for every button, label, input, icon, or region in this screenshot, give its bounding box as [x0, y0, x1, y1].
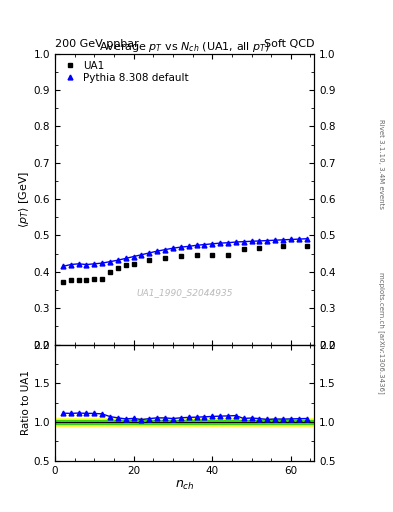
UA1 [108, 269, 112, 275]
UA1 [68, 277, 73, 283]
Pythia 8.308 default [108, 259, 112, 265]
Pythia 8.308 default [155, 248, 160, 254]
Text: Soft QCD: Soft QCD [264, 38, 314, 49]
Pythia 8.308 default [92, 261, 97, 267]
UA1 [281, 243, 285, 249]
Pythia 8.308 default [100, 260, 105, 266]
Line: Pythia 8.308 default: Pythia 8.308 default [61, 237, 309, 269]
Line: UA1: UA1 [61, 244, 309, 285]
X-axis label: $n_{ch}$: $n_{ch}$ [175, 478, 195, 492]
UA1 [76, 277, 81, 283]
Pythia 8.308 default [257, 238, 262, 244]
Pythia 8.308 default [218, 240, 222, 246]
Text: Rivet 3.1.10, 3.4M events: Rivet 3.1.10, 3.4M events [378, 119, 384, 209]
Y-axis label: $\langle p_T \rangle$ [GeV]: $\langle p_T \rangle$ [GeV] [17, 170, 31, 228]
Pythia 8.308 default [147, 250, 152, 256]
Pythia 8.308 default [241, 239, 246, 245]
Pythia 8.308 default [186, 243, 191, 249]
UA1 [92, 276, 97, 282]
UA1 [194, 252, 199, 259]
UA1 [241, 246, 246, 252]
Pythia 8.308 default [123, 255, 128, 262]
Pythia 8.308 default [296, 236, 301, 242]
Pythia 8.308 default [281, 237, 285, 243]
UA1 [210, 252, 215, 259]
UA1 [116, 265, 120, 271]
UA1 [304, 243, 309, 249]
Pythia 8.308 default [171, 245, 175, 251]
Text: UA1_1990_S2044935: UA1_1990_S2044935 [136, 288, 233, 296]
Pythia 8.308 default [304, 236, 309, 242]
Pythia 8.308 default [202, 242, 207, 248]
Pythia 8.308 default [265, 238, 270, 244]
UA1 [257, 245, 262, 251]
UA1 [61, 279, 65, 285]
Legend: UA1, Pythia 8.308 default: UA1, Pythia 8.308 default [60, 59, 191, 85]
Pythia 8.308 default [84, 262, 89, 268]
UA1 [147, 257, 152, 263]
UA1 [100, 276, 105, 282]
Title: Average $p_T$ vs $N_{ch}$ (UA1, all $p_T$): Average $p_T$ vs $N_{ch}$ (UA1, all $p_T… [99, 39, 270, 54]
Pythia 8.308 default [273, 237, 277, 243]
Pythia 8.308 default [61, 263, 65, 269]
Pythia 8.308 default [178, 244, 183, 250]
Pythia 8.308 default [210, 241, 215, 247]
Pythia 8.308 default [249, 238, 254, 244]
Pythia 8.308 default [226, 240, 230, 246]
Pythia 8.308 default [116, 257, 120, 263]
UA1 [226, 252, 230, 259]
UA1 [178, 253, 183, 259]
Pythia 8.308 default [76, 261, 81, 267]
Pythia 8.308 default [131, 253, 136, 260]
UA1 [84, 277, 89, 283]
Y-axis label: Ratio to UA1: Ratio to UA1 [21, 370, 31, 435]
Pythia 8.308 default [163, 247, 167, 253]
Pythia 8.308 default [233, 239, 238, 245]
Text: 200 GeV ppbar: 200 GeV ppbar [55, 38, 139, 49]
UA1 [123, 262, 128, 268]
UA1 [163, 255, 167, 261]
Pythia 8.308 default [288, 237, 293, 243]
Pythia 8.308 default [139, 252, 144, 258]
Pythia 8.308 default [194, 242, 199, 248]
Text: mcplots.cern.ch [arXiv:1306.3436]: mcplots.cern.ch [arXiv:1306.3436] [378, 272, 385, 394]
UA1 [131, 261, 136, 267]
Pythia 8.308 default [68, 262, 73, 268]
